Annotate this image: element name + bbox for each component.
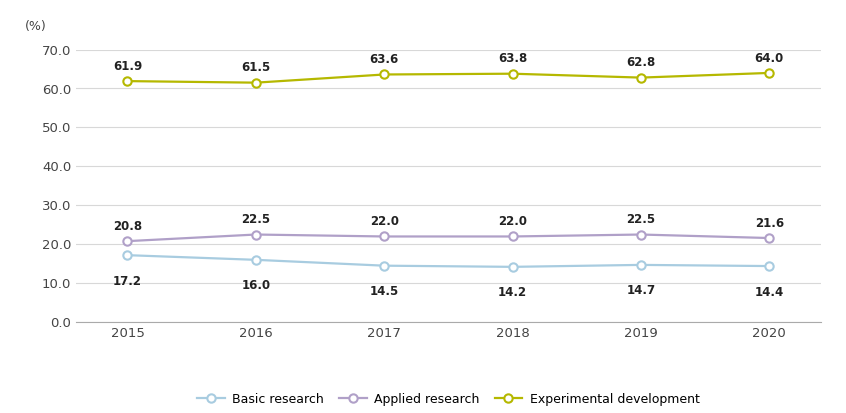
Line: Basic research: Basic research — [124, 251, 773, 271]
Experimental development — [764, 71, 774, 76]
Legend: Basic research, Applied research, Experimental development: Basic research, Applied research, Experi… — [192, 388, 705, 411]
Text: 61.5: 61.5 — [241, 61, 271, 74]
Basic research — [250, 257, 261, 262]
Basic research — [764, 263, 774, 268]
Line: Experimental development: Experimental development — [124, 69, 773, 87]
Text: 22.0: 22.0 — [370, 215, 398, 228]
Text: 14.2: 14.2 — [498, 286, 527, 299]
Basic research — [636, 262, 646, 267]
Text: 22.5: 22.5 — [626, 213, 656, 226]
Experimental development — [123, 78, 133, 83]
Text: 62.8: 62.8 — [626, 56, 656, 69]
Text: 17.2: 17.2 — [113, 275, 142, 287]
Basic research — [379, 263, 389, 268]
Text: (%): (%) — [25, 20, 47, 33]
Experimental development — [379, 72, 389, 77]
Applied research — [379, 234, 389, 239]
Text: 21.6: 21.6 — [755, 217, 784, 230]
Basic research — [123, 253, 133, 258]
Experimental development — [250, 80, 261, 85]
Applied research — [123, 239, 133, 244]
Text: 61.9: 61.9 — [113, 60, 142, 73]
Text: 64.0: 64.0 — [755, 52, 784, 64]
Text: 20.8: 20.8 — [113, 220, 142, 233]
Experimental development — [636, 75, 646, 80]
Text: 14.4: 14.4 — [755, 285, 784, 299]
Text: 16.0: 16.0 — [241, 279, 271, 292]
Text: 14.7: 14.7 — [626, 284, 656, 297]
Text: 14.5: 14.5 — [370, 285, 398, 298]
Text: 63.6: 63.6 — [370, 53, 398, 66]
Text: 22.0: 22.0 — [498, 215, 527, 228]
Applied research — [636, 232, 646, 237]
Applied research — [764, 235, 774, 240]
Applied research — [508, 234, 518, 239]
Experimental development — [508, 71, 518, 76]
Applied research — [250, 232, 261, 237]
Basic research — [508, 264, 518, 269]
Text: 22.5: 22.5 — [241, 213, 271, 226]
Line: Applied research: Applied research — [124, 230, 773, 245]
Text: 63.8: 63.8 — [498, 52, 527, 65]
